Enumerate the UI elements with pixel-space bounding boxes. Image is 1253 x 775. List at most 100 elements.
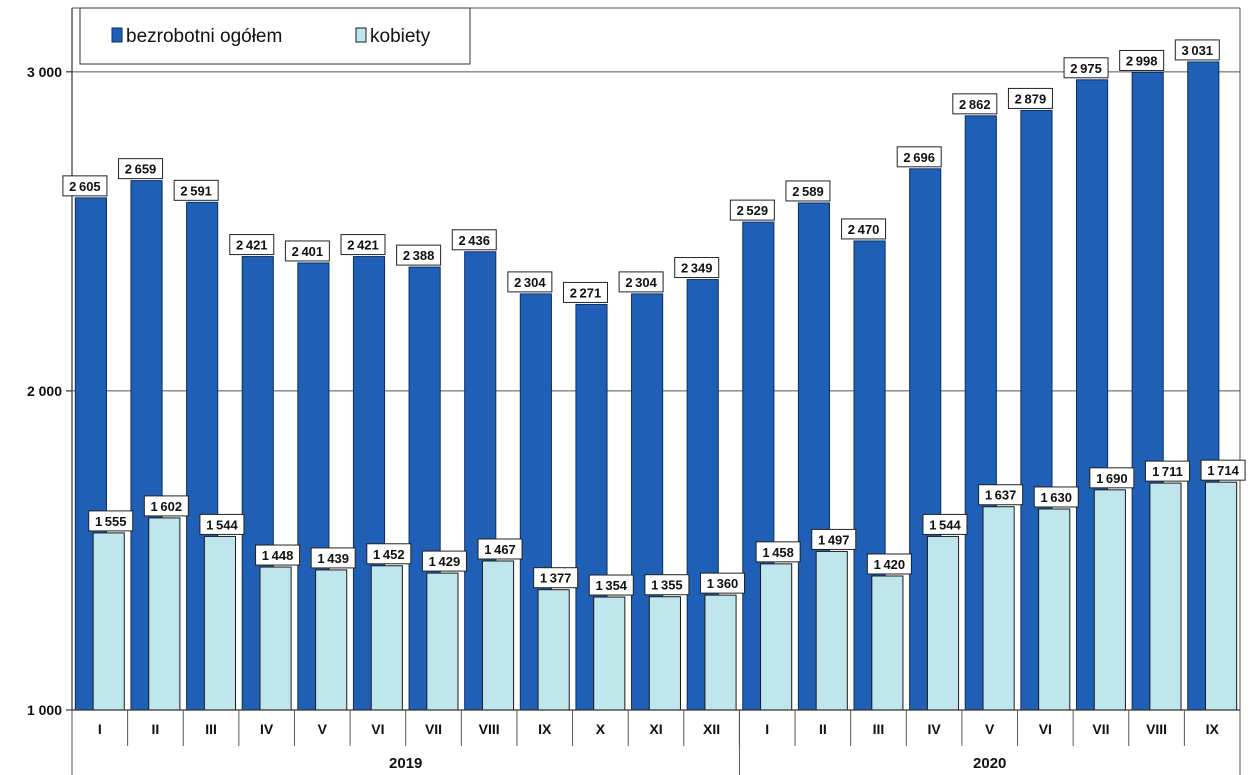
data-label-box — [700, 572, 746, 594]
x-axis: I II III IV V VI VII VIII IX X XI XII I II III IV V VI VII… — [71, 709, 1241, 775]
x-tick-label: I — [98, 721, 102, 737]
bar-women — [259, 566, 292, 711]
data-label-box — [451, 229, 497, 251]
bar-women — [1149, 482, 1182, 711]
data-label: 1 711 — [1152, 464, 1183, 479]
bar-women — [537, 589, 570, 711]
data-label: 1 354 — [596, 578, 628, 593]
y-tick-label: 3 000 — [27, 64, 62, 80]
data-label-box — [1089, 467, 1135, 489]
x-tick-label: IX — [1206, 721, 1220, 737]
x-tick-label: III — [205, 721, 217, 737]
data-label-box — [284, 240, 330, 262]
x-tick-label: VII — [425, 721, 442, 737]
bar-women — [315, 569, 348, 711]
bar-women — [1038, 508, 1071, 711]
legend: bezrobotni ogółem kobiety — [79, 7, 471, 65]
data-labels: 2 605 1 555 2 659 1 602 2 591 1 544 2 421 1 448… — [62, 39, 1246, 596]
bar-women — [982, 506, 1015, 711]
bar-women — [815, 550, 848, 711]
data-label: 1 452 — [373, 547, 405, 562]
x-tick-label: IX — [538, 721, 552, 737]
year-label: 2019 — [389, 755, 422, 772]
bar-women — [871, 575, 904, 711]
x-tick-label: XII — [703, 721, 720, 737]
data-label-box — [340, 234, 386, 256]
data-label: 2 304 — [514, 275, 546, 290]
bar-women — [1205, 481, 1238, 711]
data-label: 2 271 — [570, 285, 602, 300]
data-label-box — [922, 513, 968, 535]
data-label-box — [644, 574, 690, 596]
x-tick-label: III — [873, 721, 885, 737]
data-label-box — [1033, 486, 1079, 508]
data-label-box — [841, 218, 887, 240]
bar-women — [92, 532, 125, 711]
data-label-box — [562, 281, 608, 303]
data-label: 2 421 — [347, 238, 379, 253]
data-label: 2 696 — [903, 150, 935, 165]
data-label-box — [477, 538, 523, 560]
bar-women — [148, 517, 181, 711]
year-label: 2020 — [973, 755, 1006, 772]
data-label: 2 591 — [180, 183, 212, 198]
data-label-box — [396, 244, 442, 266]
data-label: 1 637 — [985, 488, 1017, 503]
data-label-box — [674, 257, 720, 279]
x-tick-label: VI — [371, 721, 384, 737]
data-label-box — [1063, 57, 1109, 79]
data-label: 2 529 — [737, 203, 769, 218]
data-label: 2 349 — [681, 261, 713, 276]
bar-women — [704, 594, 737, 711]
data-label-box — [533, 567, 579, 589]
data-label-box — [366, 543, 412, 565]
data-label-box — [588, 574, 634, 596]
y-tick-label: 1 000 — [27, 702, 62, 718]
legend-swatch-total — [111, 27, 123, 43]
data-label: 2 421 — [236, 238, 268, 253]
data-label: 1 360 — [707, 576, 739, 591]
data-label-box — [1007, 87, 1053, 109]
data-label: 1 555 — [95, 514, 127, 529]
bar-women — [593, 596, 626, 711]
data-label: 1 497 — [818, 532, 850, 547]
data-label-box — [310, 547, 356, 569]
data-label-box — [229, 234, 275, 256]
data-label-box — [952, 93, 998, 115]
data-label: 1 544 — [929, 517, 961, 532]
x-tick-label: I — [765, 721, 769, 737]
data-label-box — [755, 541, 801, 563]
data-label-box — [896, 146, 942, 168]
x-tick-label: X — [596, 721, 606, 737]
data-label-box — [811, 528, 857, 550]
x-tick-label: IV — [260, 721, 274, 737]
x-tick-label: IV — [927, 721, 941, 737]
legend-swatch-women — [355, 27, 367, 43]
data-label-box — [1144, 460, 1190, 482]
data-label: 1 448 — [262, 548, 294, 563]
data-label-box — [62, 175, 108, 197]
data-label-box — [1119, 49, 1165, 71]
data-label: 1 429 — [429, 554, 461, 569]
data-label-box — [785, 180, 831, 202]
x-tick-label: II — [152, 721, 160, 737]
data-label: 2 862 — [959, 97, 991, 112]
data-label: 2 879 — [1015, 91, 1047, 106]
bar-women — [481, 560, 515, 711]
y-tick-label: 2 000 — [27, 383, 62, 399]
data-label: 2 470 — [848, 222, 880, 237]
data-label: 1 420 — [874, 557, 906, 572]
data-label: 1 544 — [206, 517, 238, 532]
data-label-box — [618, 271, 664, 293]
data-label-box — [1200, 459, 1246, 481]
data-label-box — [1174, 39, 1220, 61]
data-label-box — [88, 510, 134, 532]
x-tick-label: XI — [649, 721, 662, 737]
data-label-box — [255, 544, 301, 566]
x-tick-label: VIII — [479, 721, 500, 737]
bars — [74, 61, 1238, 711]
x-tick-label: II — [819, 721, 827, 737]
legend-label-total: bezrobotni ogółem — [126, 26, 282, 47]
data-label-box — [173, 179, 219, 201]
